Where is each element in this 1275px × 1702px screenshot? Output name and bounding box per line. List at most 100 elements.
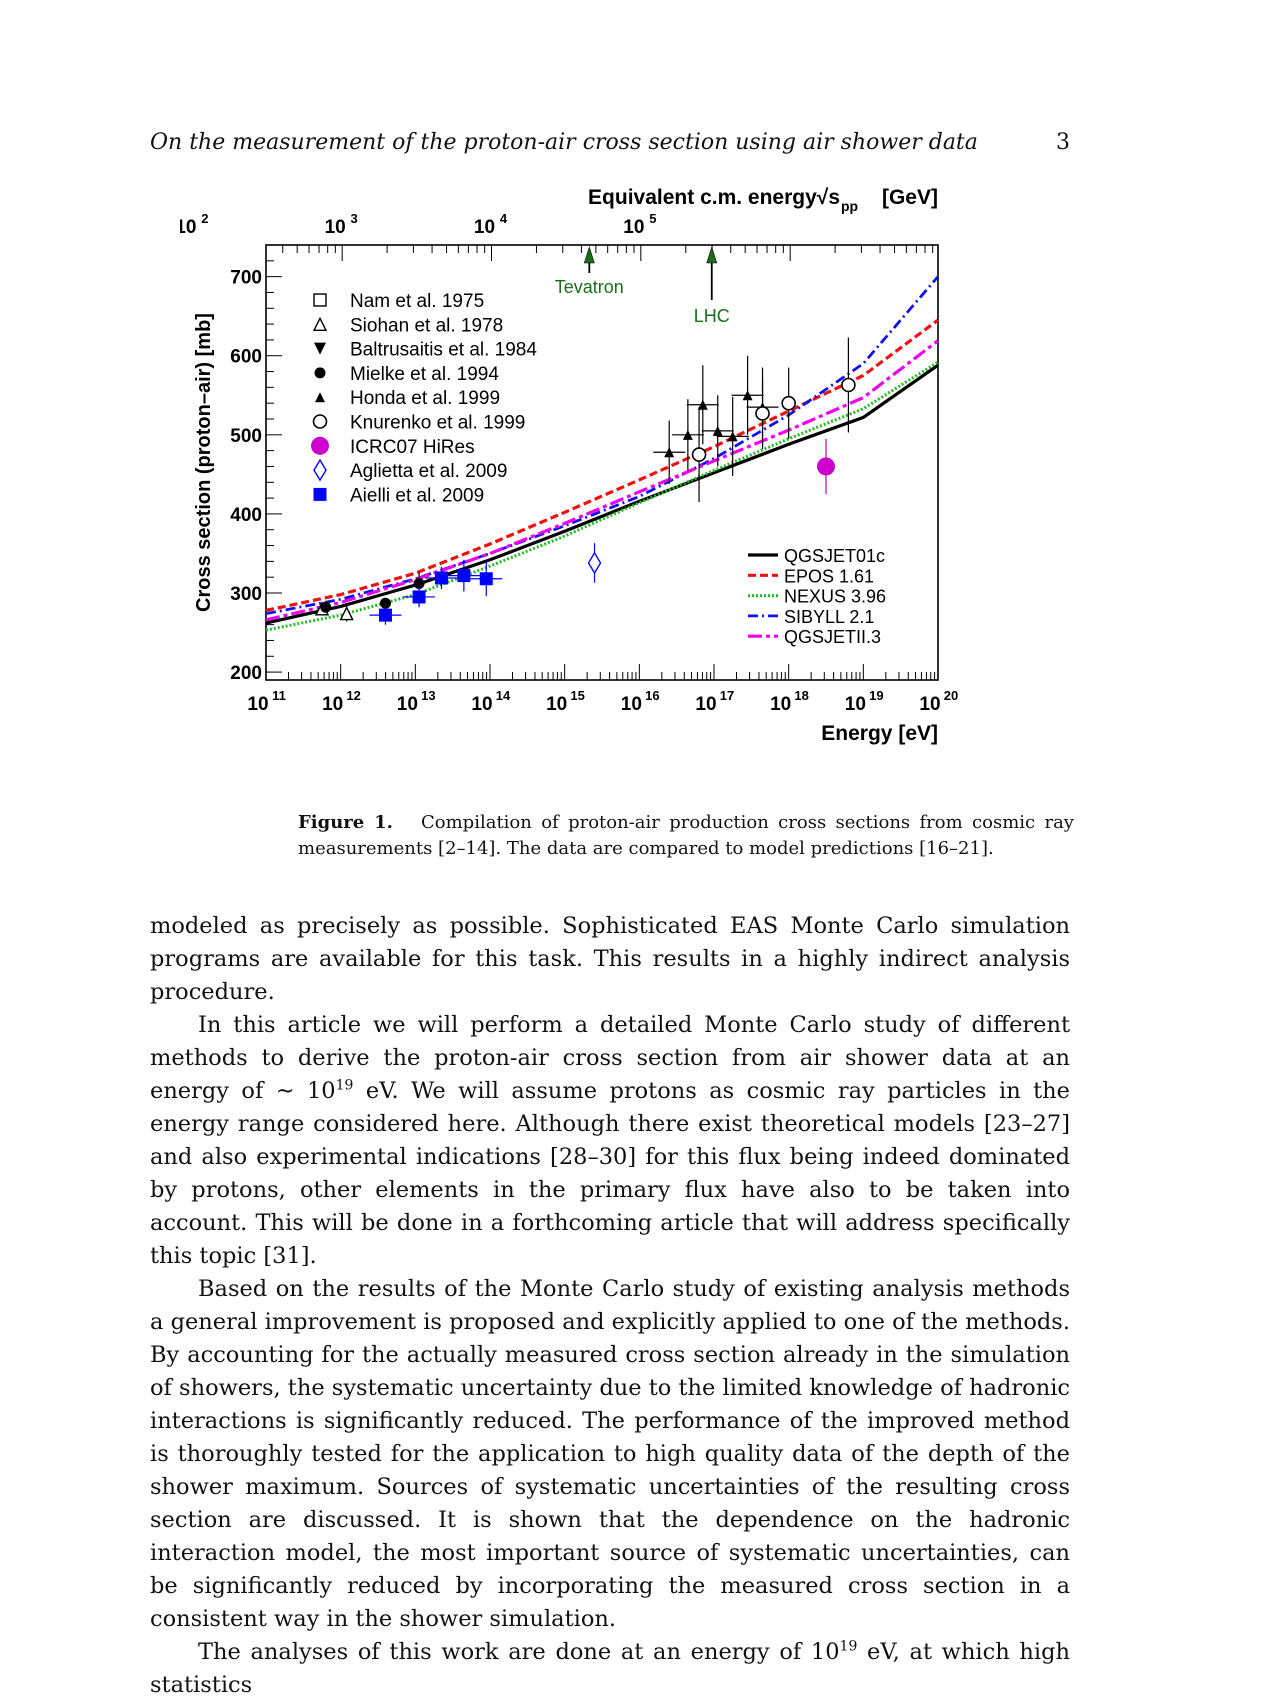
- legend-label: Honda et al. 1999: [350, 388, 500, 409]
- paragraph-2: In this article we will perform a detail…: [150, 1009, 1070, 1273]
- x-tick-exponent: 14: [496, 688, 511, 703]
- top-tick-label: 10: [325, 217, 346, 238]
- x-tick-label: 10: [247, 694, 268, 715]
- y-tick-label: 400: [230, 505, 262, 526]
- legend-label: Aielli et al. 2009: [350, 485, 484, 506]
- x-tick-exponent: 13: [421, 688, 435, 703]
- figure-caption: Figure 1. Compilation of proton-air prod…: [298, 810, 1074, 862]
- x-tick-label: 10: [695, 694, 716, 715]
- data-point: [413, 578, 425, 590]
- data-point: [412, 590, 426, 604]
- data-point: [712, 425, 723, 436]
- legend-marker: [314, 342, 326, 355]
- running-title: On the measurement of the proton-air cro…: [150, 130, 978, 155]
- y-tick-label: 300: [230, 584, 262, 605]
- data-point: [379, 597, 391, 609]
- data-point: [664, 447, 675, 458]
- caption-text: Compilation of proton-air production cro…: [298, 812, 1074, 859]
- legend-marker: [315, 392, 325, 403]
- paragraph-2-part-b: eV. We will assume protons as cosmic ray…: [150, 1078, 1070, 1269]
- annotation-label: LHC: [694, 306, 730, 326]
- legend-label: SIBYLL 2.1: [784, 607, 874, 627]
- annotation-arrowhead: [583, 245, 595, 264]
- legend-label: Baltrusaitis et al. 1984: [350, 340, 537, 361]
- x-tick-exponent: 20: [944, 688, 958, 703]
- x-tick-exponent: 18: [794, 688, 808, 703]
- paragraph-2-part-a: In this article we will perform a detail…: [150, 1012, 1070, 1104]
- data-point: [691, 447, 707, 462]
- top-tick-exponent: 5: [649, 211, 656, 226]
- x-tick-label: 10: [845, 694, 866, 715]
- model-curve: [265, 318, 939, 612]
- plot-frame: [265, 244, 939, 681]
- x-tick-label: 10: [546, 694, 567, 715]
- data-point: [727, 431, 738, 442]
- legend-label: QGSJET01c: [784, 546, 885, 566]
- figure-chart: 200 300 400 500 600 700 Cross section (proton–…: [180, 186, 958, 745]
- annotation-arrowhead: [706, 245, 718, 264]
- x-tick-exponent: 17: [720, 688, 734, 703]
- legend-marker: [312, 316, 328, 332]
- x-tick-exponent: 12: [346, 688, 360, 703]
- paragraph-2-exponent: 19: [335, 1077, 354, 1094]
- legend-marker: [311, 436, 329, 455]
- data-point: [339, 605, 354, 621]
- top-tick-label: 10: [180, 217, 196, 238]
- model-curve: [265, 339, 939, 622]
- data-point: [682, 429, 693, 440]
- top-axis-label-subscript: pp: [841, 198, 858, 214]
- x-tick-exponent: 16: [645, 688, 659, 703]
- x-tick-exponent: 19: [869, 688, 883, 703]
- paragraph-4: The analyses of this work are done at an…: [150, 1636, 1070, 1702]
- data-point: [742, 390, 753, 401]
- x-tick-label: 10: [919, 694, 940, 715]
- x-tick-label: 10: [397, 694, 418, 715]
- x-tick-exponent: 11: [272, 688, 286, 703]
- y-axis-label: Cross section (proton–air) [mb]: [193, 313, 215, 612]
- legend-marker: [313, 293, 327, 307]
- x-tick-label: 10: [322, 694, 343, 715]
- data-point: [697, 399, 708, 410]
- page-number: 3: [1056, 130, 1070, 155]
- legend-label: QGSJETII.3: [784, 627, 881, 647]
- data-point: [781, 395, 796, 411]
- annotation-label: Tevatron: [555, 277, 624, 297]
- legend-marker: [312, 414, 328, 429]
- x-tick-label: 10: [621, 694, 642, 715]
- legend-marker: [313, 487, 327, 501]
- top-tick-label: 10: [474, 217, 495, 238]
- legend-label: EPOS 1.61: [784, 566, 874, 586]
- legend-label: NEXUS 3.96: [784, 587, 886, 607]
- data-point: [755, 406, 770, 421]
- data-point: [841, 377, 856, 393]
- x-tick-label: 10: [770, 694, 791, 715]
- data-point: [457, 569, 471, 583]
- model-curve: [265, 363, 939, 625]
- legend-label: Aglietta et al. 2009: [350, 461, 507, 482]
- caption-label: Figure 1.: [298, 812, 393, 833]
- top-tick-label: 10: [623, 217, 644, 238]
- paragraph-1: modeled as precisely as possible. Sophis…: [150, 913, 1070, 1005]
- y-tick-label: 700: [230, 268, 262, 289]
- model-curve: [265, 275, 940, 615]
- data-point: [320, 601, 332, 613]
- data-point: [479, 572, 493, 586]
- x-axis-label: Energy [eV]: [821, 722, 938, 745]
- top-axis-unit: [GeV]: [882, 186, 938, 209]
- x-tick-label: 10: [471, 694, 492, 715]
- top-tick-exponent: 3: [351, 211, 358, 226]
- y-tick-label: 600: [230, 347, 262, 368]
- data-point: [434, 571, 448, 585]
- paragraph-3: Based on the results of the Monte Carlo …: [150, 1276, 1070, 1632]
- legend-label: Mielke et al. 1994: [350, 364, 499, 385]
- paragraph-4-part-a: The analyses of this work are done at an…: [198, 1639, 840, 1665]
- legend-label: ICRC07 HiRes: [350, 437, 475, 458]
- y-tick-label: 500: [230, 426, 262, 447]
- legend-label: Knurenko et al. 1999: [350, 413, 525, 434]
- data-point: [378, 608, 392, 622]
- y-tick-label: 200: [230, 663, 262, 684]
- x-tick-exponent: 15: [570, 688, 584, 703]
- paragraph-4-exponent: 19: [839, 1638, 858, 1655]
- data-point: [587, 551, 602, 575]
- legend-label: Nam et al. 1975: [350, 291, 484, 312]
